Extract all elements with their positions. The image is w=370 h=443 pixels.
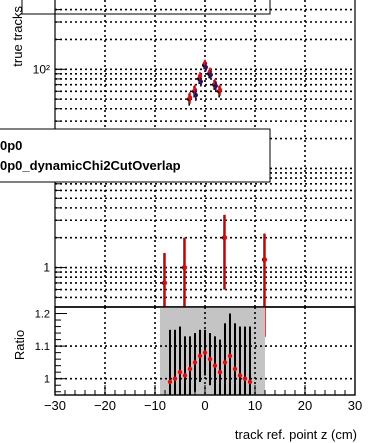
- main-point-s1-10: [262, 257, 268, 262]
- ratio-point-10: [217, 369, 223, 375]
- ratio-point-11: [222, 360, 228, 365]
- main-point-s1-1: [182, 265, 188, 270]
- ratio-band-fill: [160, 307, 265, 395]
- x-axis-label: track ref. point z (cm): [235, 427, 357, 442]
- ratio-point-8: [207, 356, 213, 362]
- main-y-tick-label-0: 1: [43, 261, 50, 275]
- ratio-point-7: [202, 350, 208, 355]
- ratio-point-16: [247, 379, 253, 385]
- main-point-s1-2: [187, 95, 193, 100]
- legend: 0p0 0p0_dynamicChi2CutOverlap: [0, 128, 271, 183]
- main-y-axis-label: true tracks: [10, 6, 25, 67]
- x-tick-label-4: 10: [248, 398, 262, 413]
- main-point-s2-4: [213, 83, 218, 89]
- x-tick-label-6: 30: [348, 398, 362, 413]
- legend-entry-1: 0p0_dynamicChi2CutOverlap: [0, 158, 181, 173]
- main-point-s1-9: [222, 235, 228, 240]
- main-panel-y-axis: 11010²: [33, 9, 67, 298]
- ratio-point-14: [237, 373, 243, 378]
- ratio-point-9: [212, 363, 218, 368]
- x-tick-label-3: 0: [201, 398, 208, 413]
- main-point-s2-0: [193, 92, 198, 98]
- ratio-y-tick-label-1: 1.1: [35, 341, 50, 353]
- ratio-y-axis-label: Ratio: [12, 330, 27, 360]
- ratio-point-12: [227, 353, 233, 359]
- ratio-point-15: [242, 376, 248, 381]
- ratio-y-tick-label-0: 1: [44, 374, 50, 386]
- main-point-s2-3: [208, 72, 213, 77]
- main-point-s2-2: [203, 64, 208, 70]
- main-y-tick-label-2: 10²: [33, 62, 50, 76]
- x-tick-label-2: −10: [144, 398, 166, 413]
- x-tick-label-5: 20: [298, 398, 312, 413]
- main-point-s1-0: [162, 280, 168, 286]
- ratio-y-tick-label-2: 1.2: [35, 309, 50, 321]
- x-tick-label-1: −20: [94, 398, 116, 413]
- ratio-point-2: [177, 369, 183, 375]
- ratio-point-4: [187, 366, 193, 372]
- main-point-s2-1: [198, 79, 203, 84]
- ratio-uncertainty-band: [160, 307, 265, 395]
- x-tick-label-0: −30: [44, 398, 66, 413]
- ratio-point-6: [197, 353, 203, 359]
- main-panel-data: [162, 59, 268, 337]
- ratio-panel-axes: 1 1.1 1.2 −30 −20 −10 0 10 20 30: [35, 309, 363, 413]
- legend-entry-0: 0p0: [0, 138, 22, 153]
- ratio-point-5: [192, 360, 198, 365]
- ratio-point-1: [172, 376, 178, 381]
- ratio-point-0: [167, 379, 173, 385]
- ratio-point-3: [182, 373, 188, 378]
- main-point-s1-8: [217, 87, 223, 93]
- main-panel-grid: [55, 0, 355, 307]
- ratio-point-13: [232, 366, 238, 372]
- legend-box: [0, 128, 271, 183]
- top-legend-box-fragment: [21, 0, 271, 15]
- ratio-panel-data: [167, 313, 253, 395]
